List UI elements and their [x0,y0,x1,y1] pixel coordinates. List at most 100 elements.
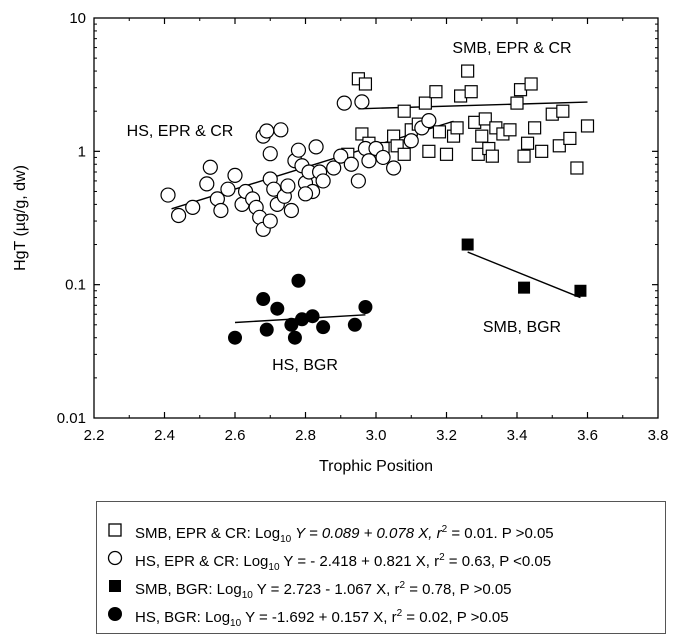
data-point [284,317,299,332]
data-point [273,122,289,138]
x-tick-label: 3.6 [577,427,598,444]
data-point [316,320,331,335]
data-point [397,104,411,118]
x-tick-label: 2.4 [154,427,175,444]
data-point [485,149,499,163]
data-point [354,94,370,110]
data-point [563,131,577,146]
data-point [570,161,584,175]
data-point [280,178,296,194]
data-point [171,207,187,224]
data-point [464,85,478,99]
data-point [336,95,352,111]
data-point [510,96,524,110]
open-square-marker-icon [108,523,122,537]
data-point [305,309,320,324]
data-point [520,136,535,150]
data-point [429,85,443,99]
data-point [461,64,475,78]
x-tick-label: 2.6 [225,427,246,444]
y-tick-label: 0.1 [65,277,86,294]
data-point [478,112,492,126]
data-point [503,123,517,137]
data-point [439,147,454,161]
x-tick-label: 2.2 [84,427,105,444]
data-point [333,148,349,164]
data-point [524,77,538,91]
data-point [283,202,299,219]
data-point [552,139,566,153]
data-point [270,301,285,316]
data-point [422,144,436,158]
data-point [358,299,373,314]
regression-line [467,251,581,299]
data-point [256,292,271,307]
data-point [287,330,302,345]
x-tick-label: 3.0 [366,427,387,444]
y-tick-label: 1 [78,143,86,160]
x-axis-label: Trophic Position [319,458,433,475]
data-point [343,156,359,172]
x-tick-label: 3.2 [436,427,457,444]
legend-item-label: HS, EPR & CR: Log10 Y = - 2.418 + 0.821 … [135,552,552,573]
y-tick-label: 0.01 [57,410,86,427]
data-point [294,312,309,327]
data-point [518,281,531,294]
data-point [386,160,402,176]
legend-item-label: SMB, BGR: Log10 Y = 2.723 - 1.067 X, r2 … [135,580,512,601]
data-point [517,149,531,163]
data-point [580,119,595,133]
y-axis-label: HgT (µg/g, dw) [12,165,29,271]
data-point [220,181,236,197]
data-point [432,125,447,139]
data-point [259,123,275,139]
data-point [227,167,243,183]
series-annotation: SMB, BGR [483,319,561,336]
legend: SMB, EPR & CR: Log10 Y = 0.089 + 0.078 X… [96,501,666,634]
data-point [450,121,464,135]
data-point [290,142,307,158]
data-point [421,113,437,129]
regression-line [358,101,588,110]
data-point [291,273,306,288]
data-point [266,181,282,197]
data-point [160,187,176,203]
data-point [199,176,215,192]
data-point [361,153,377,169]
data-point [347,317,362,332]
data-point [262,213,278,229]
data-point [262,146,278,162]
x-tick-label: 3.8 [648,427,669,444]
data-point [202,159,218,175]
data-point [574,284,587,297]
x-tick-label: 3.4 [507,427,528,444]
legend-item-label: SMB, EPR & CR: Log10 Y = 0.089 + 0.078 X… [135,524,554,545]
filled-square-marker-icon [109,580,121,592]
y-tick-label: 10 [69,10,86,27]
series-annotation: SMB, EPR & CR [452,40,571,57]
data-point [358,77,373,91]
open-circle-marker-icon [107,550,123,566]
data-point [556,104,570,118]
filled-circle-marker-icon [108,607,122,621]
data-point [461,238,474,251]
data-point [535,144,549,158]
x-tick-label: 2.8 [295,427,316,444]
series-annotation: HS, EPR & CR [127,123,234,140]
legend-item-label: HS, BGR: Log10 Y = -1.692 + 0.157 X, r2 … [135,608,509,629]
scatter-chart: 2.2 2.4 2.6 2.8 3.0 3.2 3.4 3.6 3.8 0.01 0.1 1 10 SM… [12,10,669,475]
data-point [475,129,489,143]
data-point [185,199,201,215]
data-point [397,147,411,161]
data-point [308,139,324,155]
series-annotation: HS, BGR [272,357,338,374]
data-point [418,96,432,110]
data-point [528,121,542,135]
data-point [228,330,242,345]
data-point [375,149,391,166]
data-point [213,202,229,219]
data-point [297,186,314,202]
data-point [403,133,419,149]
data-point [259,322,274,337]
data-point [350,173,366,189]
